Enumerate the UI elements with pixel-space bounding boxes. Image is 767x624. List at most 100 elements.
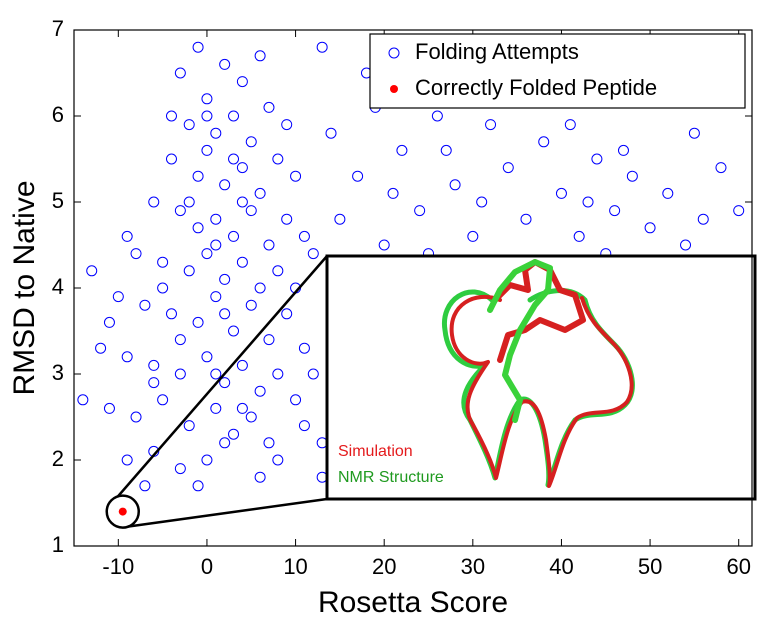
point <box>193 42 203 52</box>
point <box>335 214 345 224</box>
point <box>175 206 185 216</box>
point <box>255 188 265 198</box>
point <box>193 223 203 233</box>
point <box>211 292 221 302</box>
point <box>184 120 194 130</box>
point <box>119 508 127 516</box>
point <box>211 128 221 138</box>
x-tick-label: 60 <box>726 554 750 579</box>
point <box>477 197 487 207</box>
point <box>149 360 159 370</box>
point <box>273 154 283 164</box>
point <box>246 137 256 147</box>
point <box>237 257 247 267</box>
x-axis-label: Rosetta Score <box>318 586 508 619</box>
point <box>122 455 132 465</box>
inset-label: NMR Structure <box>338 469 444 486</box>
point <box>166 309 176 319</box>
point <box>131 249 141 259</box>
point <box>122 352 132 362</box>
point <box>681 240 691 250</box>
point <box>220 59 230 69</box>
point <box>441 145 451 155</box>
point <box>353 171 363 181</box>
point <box>202 94 212 104</box>
point <box>158 257 168 267</box>
point <box>175 335 185 345</box>
point <box>96 343 106 353</box>
point <box>450 180 460 190</box>
point <box>255 283 265 293</box>
point <box>229 154 239 164</box>
zoom-line <box>128 499 327 527</box>
point <box>539 137 549 147</box>
x-tick-label: 0 <box>201 554 213 579</box>
point <box>193 481 203 491</box>
point <box>255 472 265 482</box>
point <box>734 206 744 216</box>
point <box>716 163 726 173</box>
point <box>273 369 283 379</box>
point <box>397 145 407 155</box>
point <box>291 395 301 405</box>
legend-label: Folding Attempts <box>415 39 579 64</box>
point <box>175 369 185 379</box>
point <box>229 429 239 439</box>
zoom-line <box>118 256 327 497</box>
point <box>140 300 150 310</box>
y-tick-label: 4 <box>52 274 64 299</box>
point <box>273 455 283 465</box>
point <box>246 412 256 422</box>
point <box>237 163 247 173</box>
point <box>468 231 478 241</box>
point <box>246 206 256 216</box>
point <box>379 240 389 250</box>
point <box>87 266 97 276</box>
point <box>237 197 247 207</box>
point <box>610 206 620 216</box>
point <box>574 231 584 241</box>
point <box>308 249 318 259</box>
point <box>299 343 309 353</box>
point <box>78 395 88 405</box>
point <box>299 231 309 241</box>
point <box>220 180 230 190</box>
x-tick-label: 10 <box>283 554 307 579</box>
point <box>220 274 230 284</box>
point <box>282 214 292 224</box>
point <box>264 438 274 448</box>
point <box>202 352 212 362</box>
point <box>486 120 496 130</box>
point <box>663 188 673 198</box>
point <box>211 369 221 379</box>
point <box>211 214 221 224</box>
point <box>211 240 221 250</box>
point <box>503 163 513 173</box>
point <box>202 455 212 465</box>
point <box>291 171 301 181</box>
point <box>237 403 247 413</box>
point <box>220 438 230 448</box>
point <box>184 197 194 207</box>
point <box>521 214 531 224</box>
point <box>388 188 398 198</box>
x-tick-label: 20 <box>372 554 396 579</box>
chart: Rosetta Score RMSD to Native -1001020304… <box>0 0 767 624</box>
point <box>689 128 699 138</box>
point <box>432 111 442 121</box>
point <box>202 145 212 155</box>
point <box>158 395 168 405</box>
point <box>299 421 309 431</box>
point <box>202 249 212 259</box>
inset-label: Simulation <box>338 443 413 460</box>
y-tick-label: 5 <box>52 188 64 213</box>
point <box>308 369 318 379</box>
point <box>264 240 274 250</box>
y-tick-label: 1 <box>52 532 64 557</box>
point <box>166 111 176 121</box>
point <box>627 171 637 181</box>
point <box>229 231 239 241</box>
x-tick-label: 50 <box>638 554 662 579</box>
point <box>237 77 247 87</box>
point <box>166 154 176 164</box>
